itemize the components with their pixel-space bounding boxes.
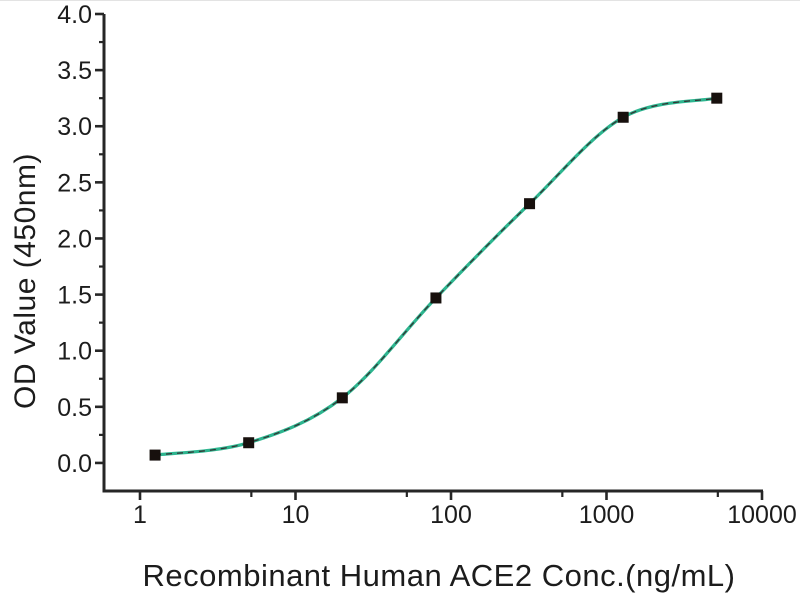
data-point-marker <box>243 437 255 449</box>
y-tick-label: 2.5 <box>57 169 92 197</box>
y-tick-label: 1.5 <box>57 282 92 310</box>
x-tick-label: 1000 <box>579 501 635 529</box>
x-tick-label: 10000 <box>727 501 797 529</box>
data-point-marker <box>711 92 723 104</box>
x-tick-label: 10 <box>282 501 310 529</box>
data-point-marker <box>524 198 536 210</box>
x-tick-label: 1 <box>133 501 147 529</box>
fit-curve-dashed-overlay <box>155 97 717 456</box>
y-axis-title: OD Value (450nm) <box>9 153 42 409</box>
data-point-marker <box>430 292 442 304</box>
y-tick-label: 4.0 <box>57 1 92 29</box>
fit-curve <box>153 96 719 457</box>
data-point-marker <box>617 111 629 123</box>
y-tick-label: 3.5 <box>57 57 92 85</box>
y-tick-label: 1.0 <box>57 338 92 366</box>
y-tick-label: 3.0 <box>57 113 92 141</box>
x-axis-title: Recombinant Human ACE2 Conc.(ng/mL) <box>142 558 736 593</box>
y-tick-label: 0.5 <box>57 394 92 422</box>
data-point-marker <box>336 392 348 404</box>
x-tick-label: 100 <box>430 501 472 529</box>
y-tick-label: 2.0 <box>57 225 92 253</box>
data-point-marker <box>149 449 161 461</box>
y-tick-label: 0.0 <box>57 450 92 478</box>
